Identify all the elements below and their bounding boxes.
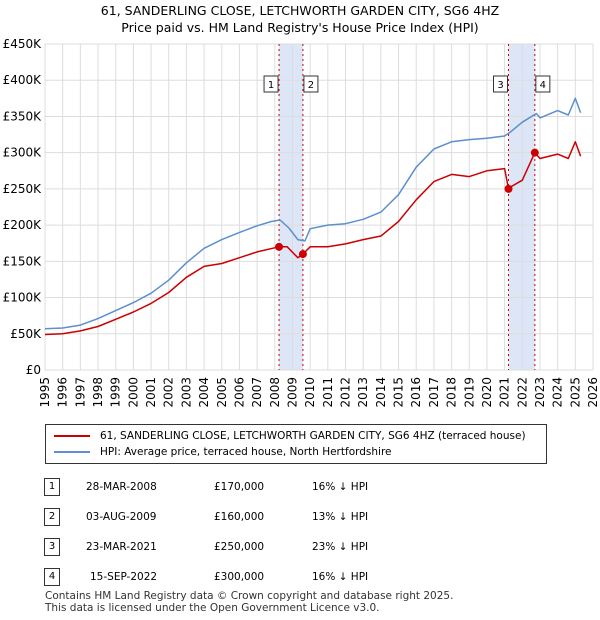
sale-number-badge: 3 xyxy=(44,538,60,556)
sale-hpi-diff: 16% ↓ HPI xyxy=(312,571,369,583)
sale-date: 15-SEP-2022 xyxy=(90,571,158,583)
chart-title: 61, SANDERLING CLOSE, LETCHWORTH GARDEN … xyxy=(100,3,500,18)
x-tick-label: 1995 xyxy=(38,377,52,408)
legend-swatch-hpi xyxy=(54,451,90,453)
x-tick-label: 2006 xyxy=(232,377,246,408)
sale-hpi-diff: 16% ↓ HPI xyxy=(312,481,369,493)
hpi-line xyxy=(44,97,582,330)
legend: 61, SANDERLING CLOSE, LETCHWORTH GARDEN … xyxy=(45,424,547,464)
x-tick-label: 2007 xyxy=(250,377,264,408)
sale-hpi-diff: 13% ↓ HPI xyxy=(312,511,369,523)
x-tick-label: 2019 xyxy=(462,377,476,408)
transaction-label-box xyxy=(303,75,319,93)
sale-price: £170,000 xyxy=(214,481,265,493)
x-tick-label: 2011 xyxy=(321,377,335,408)
x-tick-label: 2025 xyxy=(568,377,582,408)
x-tick-label: 2018 xyxy=(445,377,459,408)
transaction-label: 1 xyxy=(268,80,274,91)
sale-row: 4 15-SEP-2022 £300,000 16% ↓ HPI xyxy=(0,568,600,588)
x-tick-label: 2012 xyxy=(339,377,353,408)
sale-price: £160,000 xyxy=(214,511,265,523)
x-tick-label: 1996 xyxy=(56,377,70,408)
legend-label-hpi: HPI: Average price, terraced house, Nort… xyxy=(100,446,392,458)
x-tick-label: 2023 xyxy=(533,377,547,408)
chart-subtitle: Price paid vs. HM Land Registry's House … xyxy=(121,20,479,35)
footer-license: This data is licensed under the Open Gov… xyxy=(45,602,380,614)
x-tick-label: 2015 xyxy=(392,377,406,408)
x-tick-label: 2003 xyxy=(179,377,193,408)
transaction-point xyxy=(298,250,307,259)
x-tick-label: 2009 xyxy=(285,377,299,408)
x-tick-label: 2020 xyxy=(480,377,494,408)
transaction-label: 4 xyxy=(540,80,546,91)
sale-period-band xyxy=(279,44,303,370)
property-price-line xyxy=(44,141,582,336)
y-tick-label: £450K xyxy=(3,37,43,51)
sale-row: 2 03-AUG-2009 £160,000 13% ↓ HPI xyxy=(0,508,600,528)
sale-date: 03-AUG-2009 xyxy=(86,511,157,523)
sale-number-badge: 1 xyxy=(44,478,60,496)
price-chart: £0 £50K £100K £150K £200K £250K £300K £350K £400… xyxy=(3,37,600,408)
sale-period-band xyxy=(508,44,535,370)
y-tick-label: £50K xyxy=(10,327,42,341)
x-tick-label: 2016 xyxy=(409,377,423,408)
x-tick-label: 2022 xyxy=(515,377,529,408)
transaction-label: 3 xyxy=(497,80,503,91)
sale-price: £250,000 xyxy=(214,541,265,553)
y-tick-label: £150K xyxy=(3,254,43,268)
legend-item-property: 61, SANDERLING CLOSE, LETCHWORTH GARDEN … xyxy=(54,428,526,444)
transaction-label-box xyxy=(493,75,509,93)
sale-price: £300,000 xyxy=(214,571,265,583)
sale-row: 1 28-MAR-2008 £170,000 16% ↓ HPI xyxy=(0,478,600,498)
x-tick-label: 2010 xyxy=(303,377,317,408)
footer: Contains HM Land Registry data © Crown c… xyxy=(45,590,453,614)
legend-label-property: 61, SANDERLING CLOSE, LETCHWORTH GARDEN … xyxy=(100,430,526,442)
y-tick-label: £300K xyxy=(3,146,43,160)
y-tick-label: £200K xyxy=(3,218,43,232)
legend-item-hpi: HPI: Average price, terraced house, Nort… xyxy=(54,444,392,460)
transaction-point xyxy=(275,242,284,251)
x-tick-label: 2000 xyxy=(126,377,140,408)
x-tick-label: 2004 xyxy=(197,377,211,408)
transaction-point xyxy=(530,148,539,157)
x-tick-label: 2021 xyxy=(498,377,512,408)
transaction-point xyxy=(504,184,513,193)
sale-hpi-diff: 23% ↓ HPI xyxy=(312,541,369,553)
sale-row: 3 23-MAR-2021 £250,000 23% ↓ HPI xyxy=(0,538,600,558)
transaction-label-box xyxy=(263,75,279,93)
sale-date: 28-MAR-2008 xyxy=(86,481,157,493)
x-tick-label: 2017 xyxy=(427,377,441,408)
x-tick-label: 1997 xyxy=(73,377,87,408)
sale-number-badge: 4 xyxy=(44,568,60,586)
y-tick-label: £250K xyxy=(3,182,43,196)
y-tick-label: £350K xyxy=(3,109,43,123)
x-tick-label: 2024 xyxy=(551,377,565,408)
x-tick-label: 2014 xyxy=(374,377,388,408)
y-tick-label: £100K xyxy=(3,291,43,305)
footer-copyright: Contains HM Land Registry data © Crown c… xyxy=(45,590,454,602)
x-tick-label: 1998 xyxy=(91,377,105,408)
sale-number-badge: 2 xyxy=(44,508,60,526)
legend-swatch-property xyxy=(54,435,90,437)
x-tick-label: 2001 xyxy=(144,377,158,408)
x-tick-label: 1999 xyxy=(109,377,123,408)
y-tick-label: £0 xyxy=(26,363,41,377)
x-tick-label: 2002 xyxy=(162,377,176,408)
y-tick-label: £400K xyxy=(3,73,43,87)
x-tick-label: 2026 xyxy=(586,377,600,408)
x-tick-label: 2013 xyxy=(356,377,370,408)
sale-date: 23-MAR-2021 xyxy=(86,541,157,553)
transaction-label: 2 xyxy=(308,80,314,91)
x-tick-label: 2008 xyxy=(268,377,282,408)
x-tick-label: 2005 xyxy=(215,377,229,408)
transaction-label-box xyxy=(535,75,551,93)
